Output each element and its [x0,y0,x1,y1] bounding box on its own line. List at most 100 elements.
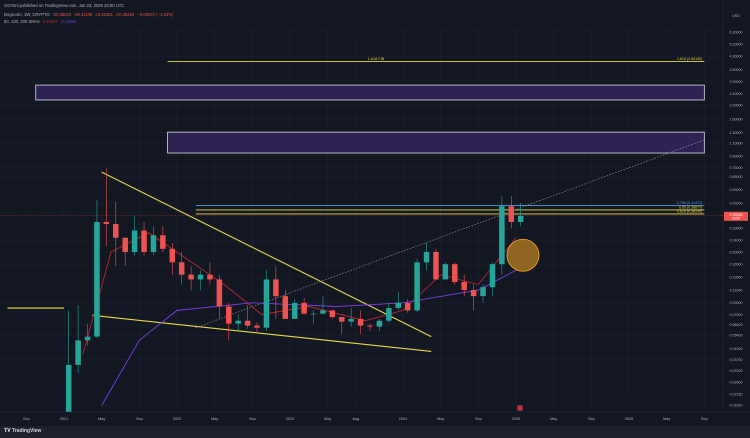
price-tick-label: 0.05400 [730,334,743,338]
candle [244,305,251,329]
candle-body [433,251,439,280]
candle [301,298,307,315]
candle [160,226,166,252]
low-value: L0.33351 [95,12,113,17]
candle [131,216,138,256]
candle-body [414,262,420,311]
candle-body [470,290,477,297]
candle-body [386,308,392,321]
price-tick-label: 0.06400 [730,323,743,327]
candle [395,291,402,311]
time-tick-label: Sep [475,417,482,421]
candle-body [376,320,383,327]
time-tick-label: Aug [353,417,360,421]
candle-body [226,306,232,324]
candle [103,168,110,246]
candle-body [235,320,241,324]
candle [452,262,458,285]
candle [178,251,185,285]
time-tick-label: May [324,417,331,421]
price-tick-label: 0.02600 [730,380,743,384]
indicator-legend: 50, 100, 200 SMAs 0.26857 0.14834 [4,19,78,24]
candle-body [301,302,307,314]
price-tick-label: 0.20000 [730,250,743,254]
candle [122,237,128,267]
time-tick-label: May [98,417,105,421]
candle-body [339,317,345,322]
candle [113,201,119,267]
candle-body [263,279,270,328]
open-value: O0.35810 [52,12,72,17]
candle-body [160,235,166,249]
candle [226,302,232,341]
price-tick-label: 0.11000 [730,288,743,292]
fib-level-label: 1.618 (3.96130) [677,57,702,61]
time-tick-label: May [211,417,218,421]
change-value: −0.00547 (−1.53%) [137,12,174,17]
chart-background [0,0,750,426]
publish-info: OGYoni published on TradingView.com, Jan… [4,3,126,8]
price-tick-label: 0.03100 [730,369,743,373]
candle [188,266,194,291]
footer: 𝐓𝐕 TradingView [0,426,750,438]
candle [423,243,430,271]
price-tick-label: 0.09000 [730,301,743,305]
candle-body [254,325,260,328]
candle-body [320,310,326,314]
price-tick-label: 5.20000 [730,43,743,47]
price-tick-label: 0.16500 [730,263,743,267]
candle [442,262,449,280]
candle [489,262,496,297]
candle [499,196,505,275]
candle [235,314,241,331]
candle [480,284,486,303]
trendline [101,171,432,338]
price-tick-label: 0.02150 [730,392,743,396]
candle [508,196,515,229]
price-tick-label: 4.30000 [730,55,743,59]
time-tick-label: Sep [249,417,256,421]
time-tick-label: 2021 [60,417,68,421]
candle [282,290,289,319]
candle [65,310,72,412]
resistance-zone [167,131,705,154]
time-tick-label: 2025 [512,417,520,421]
candle-body [329,310,336,318]
candle [207,262,213,285]
tradingview-logo[interactable]: 𝐓𝐕 TradingView [4,428,42,434]
candle-body [75,340,81,365]
close-value: C0.35263 [116,12,135,17]
candle [216,274,223,319]
ohlc-legend: Dogecoin, 1W, CRYPTO O0.35810 H0.41108 L… [4,12,175,17]
last-price-badge [724,211,748,221]
price-tick-label: 0.13500 [730,275,743,279]
candle-body [131,230,138,252]
candle [84,323,91,346]
candle [461,274,467,297]
price-tick-label: 0.07500 [730,313,743,317]
candle-body [310,313,317,315]
candle-body [188,274,194,280]
candle [339,317,345,335]
price-tick-label: 0.43000 [730,201,743,205]
time-tick-label: May [437,417,444,421]
candle-body [94,221,100,337]
price-tick-label: 3.50000 [730,68,743,72]
candle [197,270,204,291]
price-tick-label: 0.90000 [730,154,743,158]
candle-body [395,302,402,309]
price-tick-label: 0.65000 [730,175,743,179]
candle [376,318,383,331]
trendline [195,139,705,328]
symbol-label[interactable]: Dogecoin, 1W, CRYPTO [4,12,50,17]
candle [254,322,260,334]
candle-body [103,221,110,225]
price-tick-label: 2.00000 [730,103,743,107]
indicator-label[interactable]: 50, 100, 200 SMAs [4,19,40,24]
price-tick-label: 6.30000 [730,30,743,34]
candle-body [150,235,157,252]
fib-title-label: 1.618 FIB [368,57,385,61]
candle [348,308,354,327]
price-tick-label: 1.10000 [730,142,743,146]
